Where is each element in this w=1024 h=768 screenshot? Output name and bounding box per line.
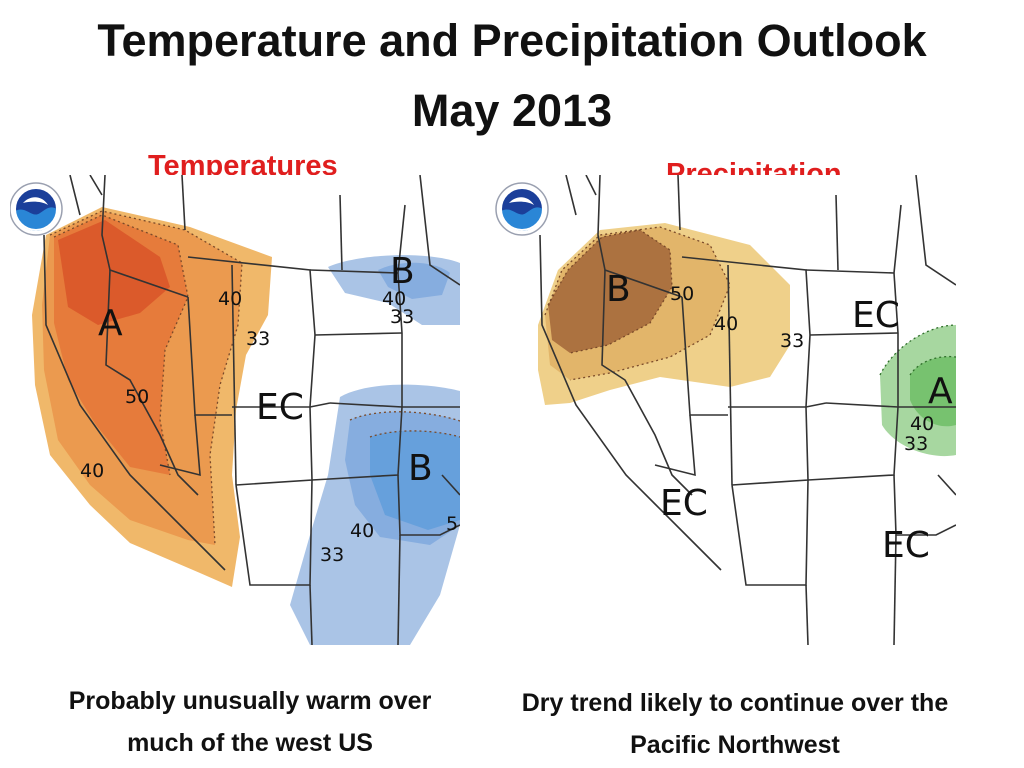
noaa-logo-icon: [495, 182, 549, 236]
temp-label-5-edge: 5: [446, 513, 458, 535]
precip-below-50: [548, 230, 672, 353]
temp-below-50-south: [370, 430, 460, 530]
precip-label-50: 50: [670, 283, 694, 305]
noaa-logo-icon: [10, 182, 63, 236]
precip-label-above: A: [928, 371, 953, 412]
temp-label-40-southwest: 40: [80, 460, 104, 482]
temp-label-above: A: [98, 303, 123, 344]
temp-label-below-north: B: [390, 251, 415, 292]
temp-label-below-south: B: [408, 448, 433, 489]
temp-below-40-north: [378, 262, 450, 299]
precip-label-ec-north: EC: [852, 295, 900, 336]
temp-label-33-north: 33: [390, 306, 414, 328]
precip-label-below: B: [606, 269, 631, 310]
temperature-outlook-map: A B B EC 40 33 50 40 40 33 40 33 5: [10, 175, 460, 650]
temp-label-40-south: 40: [350, 520, 374, 542]
precip-label-ec-southwest: EC: [660, 483, 708, 524]
temp-label-33-south: 33: [320, 544, 344, 566]
precip-above-40: [910, 356, 956, 427]
precip-label-40-east: 40: [910, 413, 934, 435]
temp-label-ec: EC: [256, 387, 304, 428]
temp-label-50-west: 50: [125, 386, 149, 408]
precip-label-40: 40: [714, 313, 738, 335]
slide-title-line1: Temperature and Precipitation Outlook: [97, 15, 927, 66]
precip-label-33-east: 33: [904, 433, 928, 455]
precip-label-33: 33: [780, 330, 804, 352]
precip-label-ec-southeast: EC: [882, 525, 930, 566]
temp-label-40-west: 40: [218, 288, 242, 310]
temp-above-60: [58, 220, 170, 325]
precipitation-caption: Dry trend likely to continue over the Pa…: [521, 689, 949, 759]
temp-label-40-north: 40: [382, 288, 406, 310]
temperature-caption: Probably unusually warm over much of the…: [68, 687, 432, 757]
temp-label-33-west: 33: [246, 328, 270, 350]
slide-title-line2: May 2013: [411, 85, 613, 136]
precipitation-outlook-map: B A EC EC EC 50 40 33 40 33: [490, 175, 956, 650]
